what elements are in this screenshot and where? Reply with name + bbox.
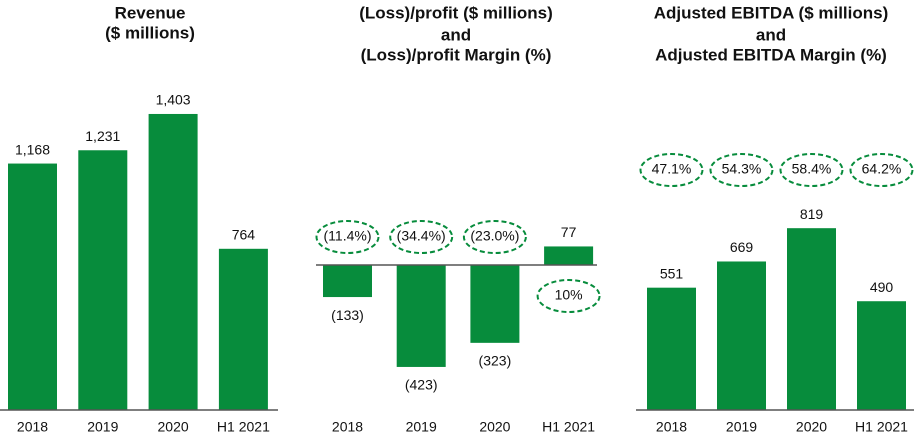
x-tick-label: H1 2021 — [542, 419, 595, 435]
chart-title: Adjusted EBITDA ($ millions) — [654, 3, 889, 22]
bar — [148, 113, 198, 410]
margin-label: (11.4%) — [324, 228, 372, 244]
bar — [8, 163, 57, 410]
margin-label: (34.4%) — [397, 228, 446, 244]
margin-ellipse — [779, 153, 844, 187]
margin-label: 58.4% — [792, 161, 832, 177]
margin-ellipse — [639, 153, 704, 187]
chart-title: and — [441, 25, 471, 44]
data-label: 77 — [561, 224, 577, 240]
bar — [323, 265, 372, 298]
x-tick-label: 2018 — [656, 419, 687, 435]
data-label: (133) — [331, 307, 364, 323]
x-tick-label: 2020 — [158, 419, 189, 435]
data-label: 819 — [800, 206, 824, 222]
bar — [218, 248, 268, 410]
margin-label: (23.0%) — [470, 228, 519, 244]
x-tick-label: H1 2021 — [855, 419, 908, 435]
margin-label: 54.3% — [722, 161, 762, 177]
data-label: (423) — [405, 377, 438, 393]
x-tick-label: 2019 — [726, 419, 757, 435]
bar — [78, 150, 128, 410]
data-label: 551 — [660, 265, 684, 281]
data-label: 764 — [232, 226, 256, 242]
margin-ellipse — [315, 220, 380, 254]
x-tick-label: 2018 — [17, 419, 48, 435]
chart-title: ($ millions) — [105, 23, 195, 42]
margin-label: 10% — [555, 287, 583, 303]
bar — [396, 265, 446, 367]
margin-label: 47.1% — [652, 161, 692, 177]
chart-title: (Loss)/profit Margin (%) — [361, 45, 552, 64]
bar — [470, 265, 520, 343]
x-tick-label: 2018 — [332, 419, 363, 435]
margin-ellipse — [389, 220, 454, 254]
x-tick-label: 2020 — [796, 419, 827, 435]
chart-title: Revenue — [115, 3, 186, 22]
x-tick-label: H1 2021 — [217, 419, 270, 435]
data-label: 669 — [730, 239, 754, 255]
margin-ellipse — [849, 153, 914, 187]
margin-ellipse — [709, 153, 774, 187]
chart-title: and — [756, 25, 786, 44]
data-label: (323) — [479, 353, 512, 369]
margin-ellipse — [462, 220, 527, 254]
data-label: 490 — [870, 279, 894, 295]
margin-label: 64.2% — [862, 161, 902, 177]
bar — [647, 287, 696, 410]
x-tick-label: 2019 — [87, 419, 118, 435]
x-tick-label: 2020 — [479, 419, 510, 435]
chart-title: Adjusted EBITDA Margin (%) — [655, 45, 887, 64]
data-label: 1,403 — [156, 92, 191, 108]
bar — [857, 301, 906, 410]
bar — [787, 228, 836, 410]
data-label: 1,231 — [85, 128, 120, 144]
data-label: 1,168 — [15, 141, 50, 157]
bar — [717, 261, 766, 410]
x-tick-label: 2019 — [406, 419, 437, 435]
bar — [544, 246, 594, 265]
chart-title: (Loss)/profit ($ millions) — [359, 3, 553, 22]
margin-ellipse — [536, 279, 601, 313]
